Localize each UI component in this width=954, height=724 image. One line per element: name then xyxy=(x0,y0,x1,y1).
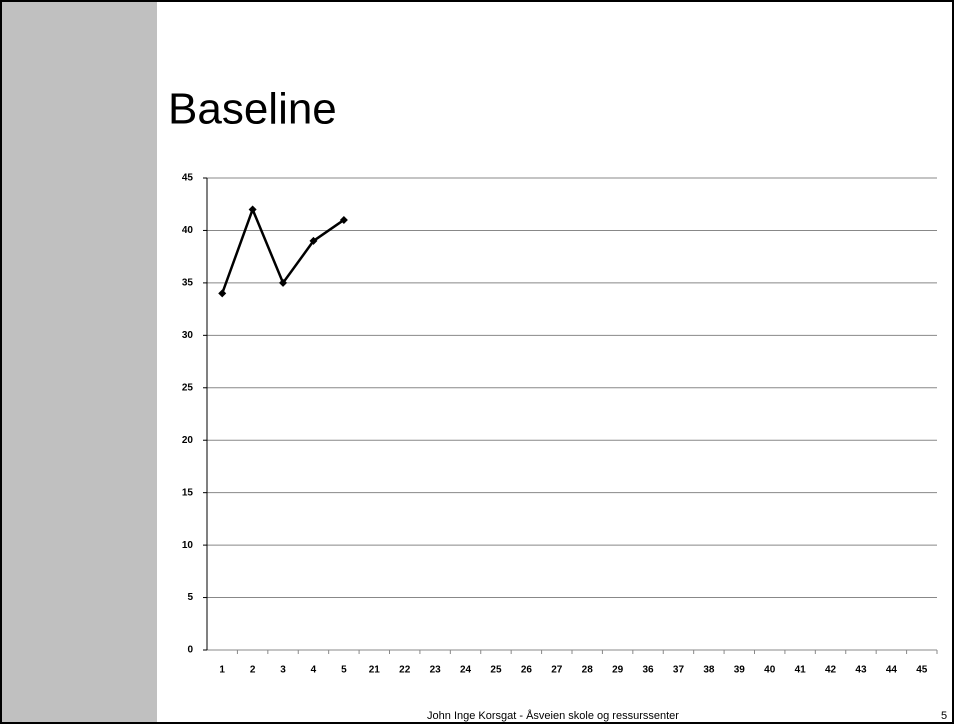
x-tick-label: 23 xyxy=(430,665,442,676)
x-tick-label: 22 xyxy=(399,665,411,676)
x-tick-label: 36 xyxy=(642,665,654,676)
y-tick-label: 10 xyxy=(182,540,194,551)
x-tick-label: 27 xyxy=(551,665,563,676)
page-number: 5 xyxy=(941,710,947,722)
footer: John Inge Korsgat - Åsveien skole og res… xyxy=(427,709,679,722)
y-tick-label: 0 xyxy=(187,645,193,656)
y-tick-label: 40 xyxy=(182,225,194,236)
marker xyxy=(218,289,227,298)
marker xyxy=(279,278,288,287)
x-tick-label: 40 xyxy=(764,665,776,676)
x-tick-label: 28 xyxy=(582,665,594,676)
y-tick-label: 35 xyxy=(182,278,194,289)
x-tick-label: 4 xyxy=(311,665,317,676)
x-tick-label: 45 xyxy=(916,665,928,676)
y-tick-label: 20 xyxy=(182,435,194,446)
side-panel xyxy=(2,2,157,722)
y-tick-label: 5 xyxy=(187,592,193,603)
x-tick-label: 37 xyxy=(673,665,685,676)
x-tick-label: 42 xyxy=(825,665,837,676)
y-tick-label: 15 xyxy=(182,487,194,498)
marker xyxy=(309,236,318,245)
x-tick-label: 41 xyxy=(795,665,807,676)
chart-title: Baseline xyxy=(168,85,337,134)
x-tick-label: 38 xyxy=(703,665,715,676)
marker xyxy=(339,215,348,224)
y-tick-label: 25 xyxy=(182,382,194,393)
x-tick-label: 25 xyxy=(490,665,502,676)
x-tick-label: 29 xyxy=(612,665,624,676)
marker xyxy=(248,205,257,214)
x-tick-label: 44 xyxy=(886,665,898,676)
x-tick-label: 24 xyxy=(460,665,472,676)
x-tick-label: 39 xyxy=(734,665,746,676)
x-tick-label: 3 xyxy=(280,665,286,676)
x-tick-label: 2 xyxy=(250,665,256,676)
x-tick-label: 21 xyxy=(369,665,381,676)
y-tick-label: 45 xyxy=(182,173,194,184)
x-tick-label: 43 xyxy=(855,665,867,676)
x-tick-label: 5 xyxy=(341,665,347,676)
y-tick-label: 30 xyxy=(182,330,194,341)
x-tick-label: 1 xyxy=(219,665,225,676)
x-tick-label: 26 xyxy=(521,665,533,676)
